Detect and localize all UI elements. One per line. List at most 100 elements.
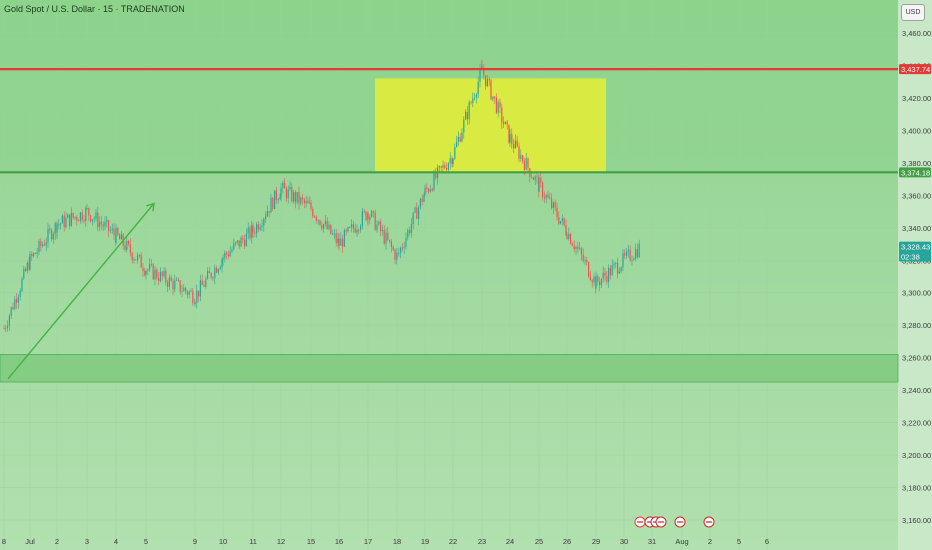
- candle-body: [133, 259, 135, 261]
- candle-body: [149, 264, 151, 270]
- candle-body: [302, 197, 304, 200]
- candle-body: [365, 211, 367, 220]
- candle-body: [97, 212, 99, 227]
- candle-body: [615, 262, 617, 264]
- candle-body: [328, 224, 330, 229]
- candle-body: [513, 143, 515, 149]
- price-tick-label: 3,180.00: [902, 484, 931, 493]
- candle-body: [183, 287, 185, 292]
- candle-body: [217, 269, 219, 273]
- candle-body: [618, 271, 620, 274]
- candle-body: [242, 237, 244, 240]
- candle-body: [274, 190, 276, 210]
- candle-body: [367, 213, 369, 220]
- candle-body: [119, 234, 121, 240]
- time-tick-label: 15: [307, 537, 315, 546]
- candle-body: [16, 299, 18, 303]
- candle-body: [240, 237, 242, 247]
- candle-body: [330, 224, 332, 234]
- candle-body: [575, 246, 577, 250]
- candle-body: [7, 325, 9, 328]
- candle-body: [416, 207, 418, 219]
- candle-body: [429, 188, 431, 192]
- candle-body: [381, 229, 383, 232]
- candle-body: [12, 307, 14, 310]
- candle-body: [227, 254, 229, 257]
- price-tick-label: 3,240.00: [902, 386, 931, 395]
- candle-body: [421, 198, 423, 202]
- candle-body: [545, 195, 547, 199]
- candle-body: [28, 262, 30, 270]
- candle-body: [414, 207, 416, 213]
- candle-body: [124, 245, 126, 250]
- price-tick-label: 3,280.00: [902, 321, 931, 330]
- candle-body: [608, 267, 610, 283]
- time-tick-label: 16: [335, 537, 343, 546]
- candle-body: [392, 246, 394, 250]
- candle-body: [477, 81, 479, 95]
- candle-body: [58, 224, 60, 226]
- price-tick-label: 3,400.00: [902, 126, 931, 135]
- candle-body: [174, 280, 176, 290]
- candle-body: [459, 136, 461, 142]
- candle-body: [90, 215, 92, 222]
- candle-body: [216, 267, 218, 273]
- candle-body: [509, 134, 511, 143]
- candle-body: [315, 217, 317, 221]
- candle-body: [538, 177, 540, 192]
- candle-body: [340, 238, 342, 246]
- candle-body: [356, 229, 358, 233]
- candle-body: [208, 271, 210, 273]
- candle-body: [534, 176, 536, 180]
- candle-body: [293, 192, 295, 202]
- currency-button[interactable]: USD: [901, 4, 925, 21]
- candle-body: [42, 244, 44, 247]
- candle-body: [390, 241, 392, 247]
- price-tick-label: 3,220.00: [902, 419, 931, 428]
- candle-body: [25, 268, 27, 272]
- candle-body: [138, 254, 140, 256]
- candle-body: [106, 220, 108, 223]
- candle-body: [70, 212, 72, 226]
- candle-body: [600, 278, 602, 286]
- candle-body: [347, 227, 349, 232]
- candle-body: [309, 202, 311, 204]
- candle-body: [154, 269, 156, 280]
- event-icons[interactable]: [634, 516, 715, 528]
- candle-body: [556, 207, 558, 217]
- candle-body: [419, 198, 421, 208]
- candle-body: [56, 225, 58, 233]
- candle-body: [387, 232, 389, 240]
- candle-body: [617, 262, 619, 274]
- candle-body: [63, 215, 65, 228]
- time-tick-label: 24: [506, 537, 514, 546]
- candle-body: [444, 165, 446, 169]
- candle-body: [626, 251, 628, 256]
- candle-body: [520, 155, 522, 159]
- candle-body: [83, 219, 85, 221]
- candle-body: [78, 220, 80, 222]
- candle-body: [369, 216, 371, 220]
- candle-body: [428, 188, 430, 192]
- candle-body: [256, 224, 258, 234]
- candle-body: [229, 251, 231, 257]
- candle-body: [296, 192, 298, 203]
- candle-body: [558, 216, 560, 224]
- candle-body: [74, 216, 76, 218]
- candle-body: [170, 277, 172, 281]
- candle-body: [167, 282, 169, 287]
- candle-body: [284, 182, 286, 189]
- candle-body: [245, 233, 247, 247]
- candle-body: [627, 249, 629, 252]
- candle-body: [554, 202, 556, 208]
- candle-body: [261, 225, 263, 227]
- candle-body: [531, 177, 533, 178]
- candle-body: [214, 267, 216, 279]
- candle-body: [275, 190, 277, 201]
- price-axis-background: [898, 0, 932, 550]
- candle-body: [257, 224, 259, 230]
- candle-body: [638, 243, 640, 258]
- candle-body: [508, 124, 510, 143]
- candle-body: [85, 208, 87, 221]
